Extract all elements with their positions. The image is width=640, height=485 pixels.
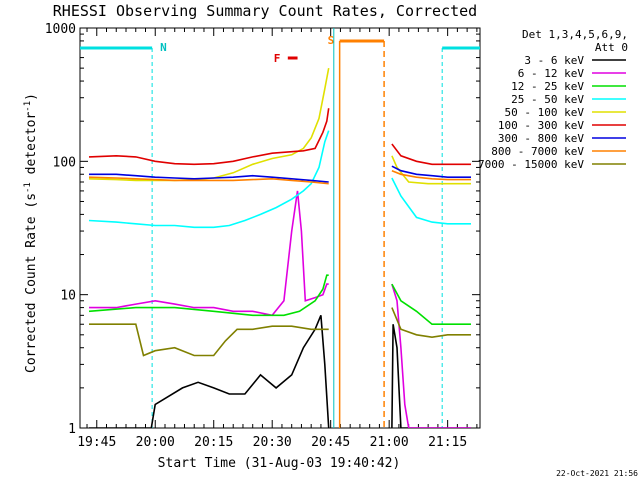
y-tick-label: 1000 bbox=[45, 22, 76, 37]
series-line-300-800kev bbox=[89, 173, 329, 183]
legend-label: 25 - 50 keV bbox=[511, 93, 584, 106]
series-line-300-800kev bbox=[391, 165, 471, 178]
legend-header-line-2: Att 0 bbox=[595, 41, 628, 54]
series-line-6-12kev bbox=[391, 283, 471, 428]
timestamp: 22-Oct-2021 21:56 bbox=[556, 469, 638, 478]
chart-title: RHESSI Observing Summary Count Rates, Co… bbox=[53, 2, 477, 20]
x-tick-label: 21:15 bbox=[428, 435, 467, 450]
legend-label: 100 - 300 keV bbox=[498, 119, 584, 132]
plot-area: 1 10 100 1000 19:45 20:00 20:15 20:30 20:45 21:00… bbox=[45, 22, 481, 450]
x-tick-label: 20:15 bbox=[194, 435, 233, 450]
series-line-12-25kev bbox=[88, 274, 329, 317]
x-tick-label: 20:30 bbox=[253, 435, 292, 450]
night-label: N bbox=[160, 41, 167, 54]
flare-label: F bbox=[274, 52, 281, 65]
series-line-7000-15000kev bbox=[89, 323, 329, 357]
x-tick-label: 20:00 bbox=[136, 435, 175, 450]
y-tick-label: 100 bbox=[53, 155, 76, 170]
legend-label: 50 - 100 keV bbox=[505, 106, 585, 119]
x-axis-label: Start Time (31-Aug-03 19:40:42) bbox=[158, 456, 401, 471]
y-axis-label-exp2: -1 bbox=[23, 101, 33, 112]
y-tick-label: 10 bbox=[60, 289, 76, 304]
y-axis-label-main: Corrected Count Rate (s bbox=[24, 193, 39, 373]
series-line-3-6kev bbox=[89, 314, 330, 428]
series-line-7000-15000kev bbox=[391, 307, 471, 339]
legend-label: 6 - 12 keV bbox=[518, 67, 585, 80]
legend-label: 800 - 7000 keV bbox=[491, 145, 584, 158]
x-tick-label: 19:45 bbox=[77, 435, 116, 450]
series-line-3-6kev bbox=[391, 324, 471, 428]
plot-frame bbox=[79, 27, 481, 429]
legend-label: 3 - 6 keV bbox=[524, 54, 584, 67]
series-line-25-50kev bbox=[391, 177, 471, 225]
legend-header-line-1: Det 1,3,4,5,6,9, bbox=[522, 28, 628, 41]
series-line-50-100kev bbox=[391, 155, 471, 185]
series-line-25-50kev bbox=[88, 130, 330, 229]
series-line-100-300kev bbox=[88, 108, 330, 166]
y-axis-label-end: ) bbox=[24, 93, 39, 101]
y-tick-label: 1 bbox=[68, 422, 76, 437]
legend-label: 300 - 800 keV bbox=[498, 132, 584, 145]
x-tick-label: 21:00 bbox=[370, 435, 409, 450]
y-axis-label-exp1: -1 bbox=[23, 182, 33, 193]
series-line-12-25kev bbox=[391, 283, 471, 325]
series-line-50-100kev bbox=[88, 67, 330, 182]
series-line-6-12kev bbox=[89, 190, 329, 317]
legend-label: 12 - 25 keV bbox=[511, 80, 584, 93]
series-line-800-7000kev bbox=[88, 176, 329, 185]
x-tick-label: 20:45 bbox=[311, 435, 350, 450]
series-line-800-7000kev bbox=[391, 169, 471, 181]
saa-label: S bbox=[328, 34, 335, 47]
y-axis-label: Corrected Count Rate (s-1 detector-1) bbox=[23, 93, 39, 373]
series-line-100-300kev bbox=[391, 143, 471, 166]
y-axis-label-mid: detector bbox=[24, 112, 39, 183]
legend-label: 7000 - 15000 keV bbox=[478, 158, 584, 171]
